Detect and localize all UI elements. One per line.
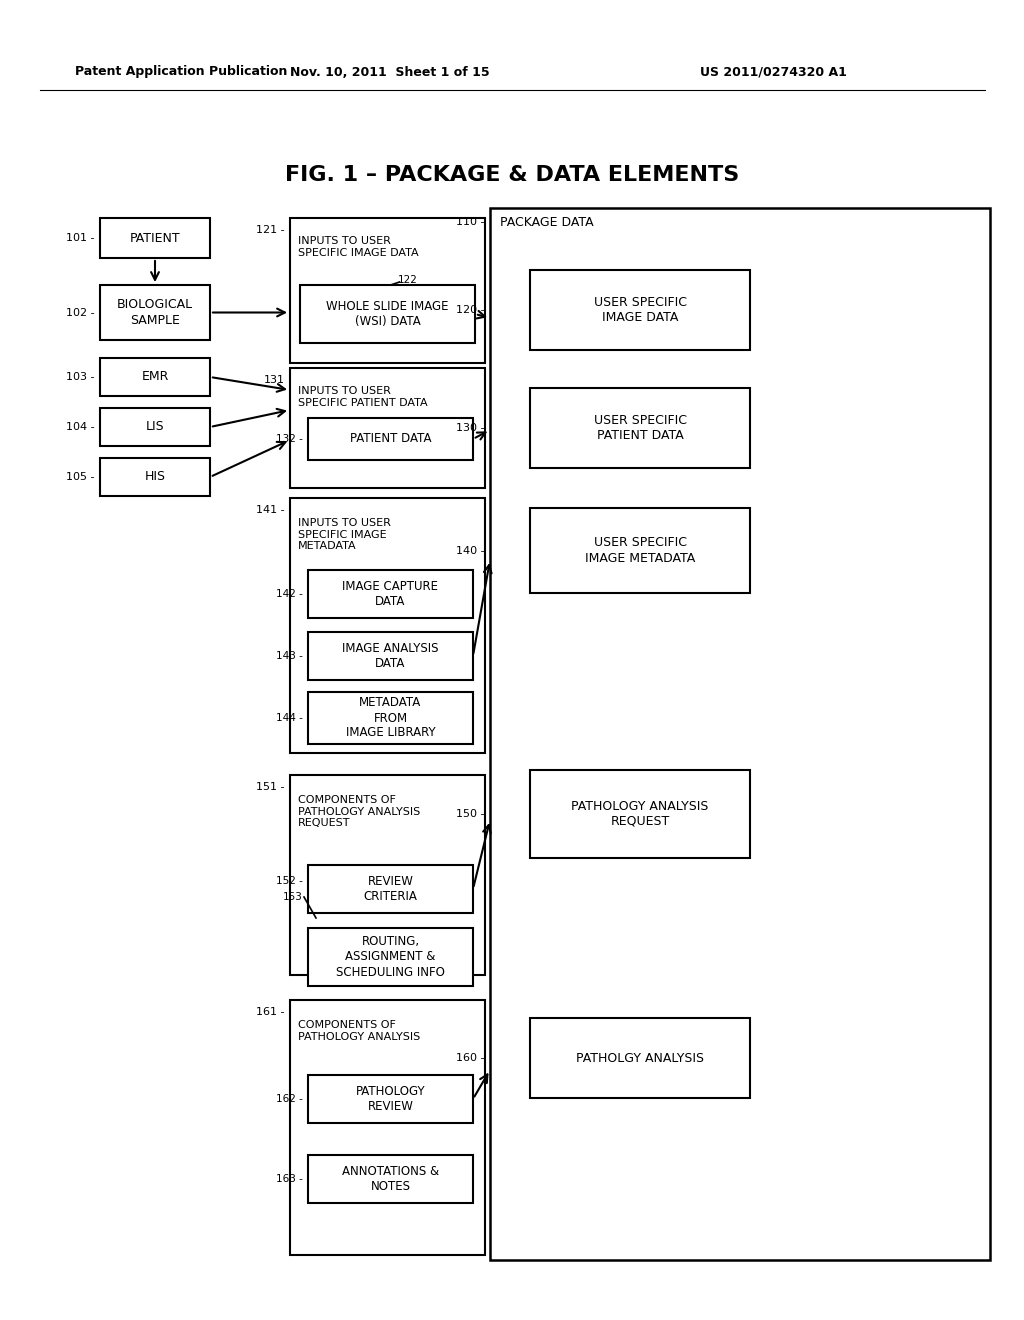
Text: 141 -: 141 - [256, 506, 285, 515]
Bar [100, 458, 210, 496]
Text: Patent Application Publication: Patent Application Publication [75, 66, 288, 78]
Bar [300, 285, 475, 343]
Text: USER SPECIFIC
PATIENT DATA: USER SPECIFIC PATIENT DATA [594, 414, 686, 442]
Text: ROUTING,
ASSIGNMENT &
SCHEDULING INFO: ROUTING, ASSIGNMENT & SCHEDULING INFO [336, 936, 445, 978]
Bar [530, 388, 750, 469]
Text: Nov. 10, 2011  Sheet 1 of 15: Nov. 10, 2011 Sheet 1 of 15 [290, 66, 489, 78]
Text: ANNOTATIONS &
NOTES: ANNOTATIONS & NOTES [342, 1166, 439, 1193]
Text: 120 -: 120 - [457, 305, 485, 315]
Text: BIOLOGICAL
SAMPLE: BIOLOGICAL SAMPLE [117, 298, 194, 326]
Text: 121 -: 121 - [256, 224, 285, 235]
Bar [308, 1074, 473, 1123]
Text: 153: 153 [283, 892, 303, 902]
Text: 132 -: 132 - [276, 434, 303, 444]
Bar [308, 1155, 473, 1203]
Text: COMPONENTS OF
PATHOLOGY ANALYSIS: COMPONENTS OF PATHOLOGY ANALYSIS [298, 1020, 420, 1041]
Text: 150 -: 150 - [457, 809, 485, 818]
Text: PATIENT DATA: PATIENT DATA [350, 433, 431, 446]
Text: 162 -: 162 - [276, 1094, 303, 1104]
Text: METADATA
FROM
IMAGE LIBRARY: METADATA FROM IMAGE LIBRARY [346, 697, 435, 739]
Text: PACKAGE DATA: PACKAGE DATA [500, 215, 594, 228]
Text: COMPONENTS OF
PATHOLOGY ANALYSIS
REQUEST: COMPONENTS OF PATHOLOGY ANALYSIS REQUEST [298, 795, 420, 828]
Text: WHOLE SLIDE IMAGE
(WSI) DATA: WHOLE SLIDE IMAGE (WSI) DATA [327, 300, 449, 327]
Bar [290, 498, 485, 752]
Bar [308, 692, 473, 744]
Text: 110 -: 110 - [457, 216, 485, 227]
Text: 103 -: 103 - [67, 372, 95, 381]
Text: 101 -: 101 - [67, 234, 95, 243]
Text: PATHOLGY ANALYSIS: PATHOLGY ANALYSIS [575, 1052, 705, 1064]
Bar [290, 218, 485, 363]
Text: 161 -: 161 - [256, 1007, 285, 1016]
Bar [100, 218, 210, 257]
Text: USER SPECIFIC
IMAGE DATA: USER SPECIFIC IMAGE DATA [594, 296, 686, 323]
Text: PATHOLOGY
REVIEW: PATHOLOGY REVIEW [355, 1085, 425, 1113]
Text: 152 -: 152 - [276, 876, 303, 886]
Text: 163 -: 163 - [276, 1173, 303, 1184]
Bar [530, 1018, 750, 1098]
Text: 143 -: 143 - [276, 651, 303, 661]
Text: FIG. 1 – PACKAGE & DATA ELEMENTS: FIG. 1 – PACKAGE & DATA ELEMENTS [285, 165, 739, 185]
Bar [308, 632, 473, 680]
Text: INPUTS TO USER
SPECIFIC PATIENT DATA: INPUTS TO USER SPECIFIC PATIENT DATA [298, 385, 428, 408]
Bar [308, 570, 473, 618]
Text: IMAGE CAPTURE
DATA: IMAGE CAPTURE DATA [342, 579, 438, 609]
Bar [308, 418, 473, 459]
Text: HIS: HIS [144, 470, 166, 483]
Text: 104 -: 104 - [67, 422, 95, 432]
Text: 142 -: 142 - [276, 589, 303, 599]
Text: REVIEW
CRITERIA: REVIEW CRITERIA [364, 875, 418, 903]
Bar [290, 1001, 485, 1255]
Text: PATIENT: PATIENT [130, 231, 180, 244]
Text: INPUTS TO USER
SPECIFIC IMAGE DATA: INPUTS TO USER SPECIFIC IMAGE DATA [298, 236, 419, 257]
Bar [308, 928, 473, 986]
Bar [530, 770, 750, 858]
Bar [530, 508, 750, 593]
Text: 122: 122 [397, 275, 418, 285]
Bar [100, 285, 210, 341]
Text: 140 -: 140 - [457, 545, 485, 556]
Text: PATHOLOGY ANALYSIS
REQUEST: PATHOLOGY ANALYSIS REQUEST [571, 800, 709, 828]
Bar [100, 358, 210, 396]
Text: 160 -: 160 - [457, 1053, 485, 1063]
Text: EMR: EMR [141, 371, 169, 384]
Text: INPUTS TO USER
SPECIFIC IMAGE
METADATA: INPUTS TO USER SPECIFIC IMAGE METADATA [298, 517, 391, 552]
Text: 105 -: 105 - [67, 473, 95, 482]
Text: USER SPECIFIC
IMAGE METADATA: USER SPECIFIC IMAGE METADATA [585, 536, 695, 565]
Text: 131: 131 [264, 375, 285, 385]
Text: 102 -: 102 - [67, 308, 95, 318]
Bar [290, 775, 485, 975]
Text: 151 -: 151 - [256, 781, 285, 792]
Bar [490, 209, 990, 1261]
Text: 144 -: 144 - [276, 713, 303, 723]
Text: 130 -: 130 - [457, 422, 485, 433]
Bar [290, 368, 485, 488]
Bar [530, 271, 750, 350]
Text: US 2011/0274320 A1: US 2011/0274320 A1 [700, 66, 847, 78]
Bar [308, 865, 473, 913]
Bar [100, 408, 210, 446]
Text: IMAGE ANALYSIS
DATA: IMAGE ANALYSIS DATA [342, 642, 438, 671]
Text: LIS: LIS [145, 421, 164, 433]
